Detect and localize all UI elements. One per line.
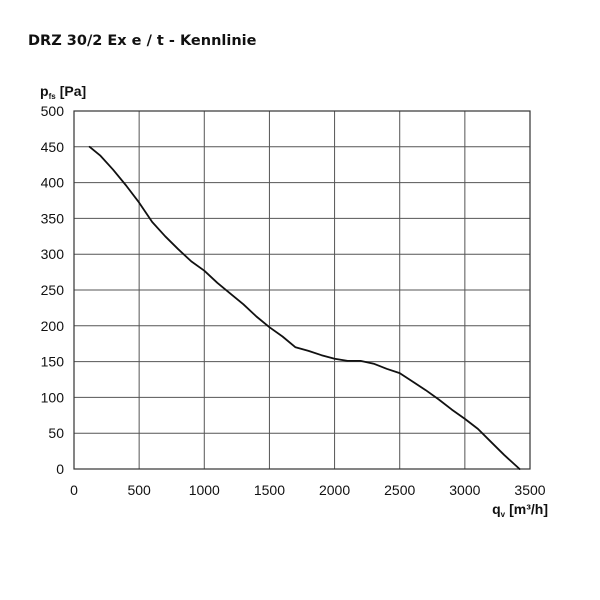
- series-line-0: [88, 145, 521, 470]
- y-tick-labels: 0 50 100 150 200 250 300 350 400 450 500: [41, 103, 65, 477]
- y-tick-label-6: 300: [41, 246, 65, 262]
- x-axis-symbol: q: [492, 501, 501, 517]
- y-tick-label-4: 200: [41, 318, 65, 334]
- curve-layer: [88, 145, 521, 470]
- x-tick-label-3: 1500: [254, 482, 285, 498]
- x-tick-label-2: 1000: [189, 482, 220, 498]
- y-tick-label-0: 0: [56, 461, 64, 477]
- y-axis-symbol: p: [40, 83, 49, 99]
- y-tick-label-3: 150: [41, 354, 65, 370]
- y-tick-label-10: 500: [41, 103, 65, 119]
- x-tick-label-4: 2000: [319, 482, 350, 498]
- y-tick-label-5: 250: [41, 282, 65, 298]
- x-tick-label-0: 0: [70, 482, 78, 498]
- y-tick-label-2: 100: [41, 389, 65, 405]
- plot-border: [73, 110, 531, 470]
- x-tick-label-7: 3500: [514, 482, 545, 498]
- x-axis-label: qv [m³/h]: [492, 501, 548, 519]
- x-tick-label-1: 500: [127, 482, 151, 498]
- y-tick-label-8: 400: [41, 175, 65, 191]
- x-axis-subscript: v: [501, 510, 506, 519]
- y-axis-subscript: fs: [49, 92, 57, 101]
- y-tick-label-9: 450: [41, 139, 65, 155]
- plot-frame: [73, 110, 531, 470]
- y-axis-label: pfs [Pa]: [40, 83, 86, 101]
- x-tick-label-6: 3000: [449, 482, 480, 498]
- x-axis-unit: [m³/h]: [509, 501, 548, 517]
- x-tick-labels: 0 500 1000 1500 2000 2500 3000 3500: [70, 482, 546, 498]
- y-axis-unit: [Pa]: [60, 83, 86, 99]
- grid: [73, 110, 531, 470]
- y-tick-label-7: 350: [41, 210, 65, 226]
- chart-title: DRZ 30/2 Ex e / t - Kennlinie: [28, 33, 257, 49]
- x-tick-label-5: 2500: [384, 482, 415, 498]
- y-tick-label-1: 50: [48, 425, 64, 441]
